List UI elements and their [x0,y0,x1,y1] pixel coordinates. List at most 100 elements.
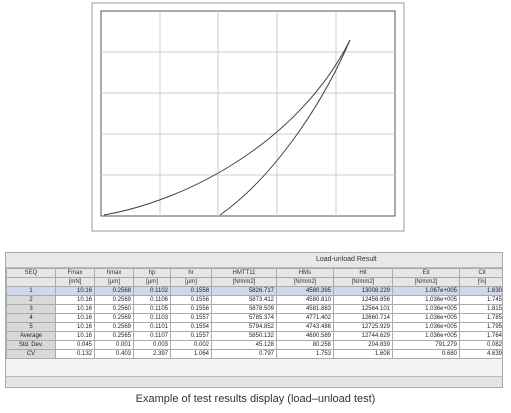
cell: 0.1557 [170,313,212,323]
cell: 4690.589 [276,331,334,341]
column-unit: [µm] [94,277,134,287]
grid [101,11,395,216]
row-label: 1 [6,286,56,296]
cell: 12456.856 [333,295,393,305]
caption: Example of test results display (load–un… [135,393,376,405]
cell: 0.1556 [170,295,212,305]
column-name: hr [170,268,212,278]
cell: 12660.714 [333,313,393,323]
column-unit: [N/mm2] [211,277,277,287]
cell: 791.279 [392,340,460,350]
cell: 4.639 [459,349,502,359]
data-row: 1 10.16 0.2568 0.1102 0.1558 5826.717 4580.395… [6,286,502,296]
cell: 1.064 [170,349,212,359]
column-name: SEQ [6,268,56,278]
cell: 1.745 [459,295,502,305]
cell: 12564.101 [333,304,393,314]
cell: 0.1105 [133,304,171,314]
unit-row: [mN] [µm] [µm] [µm] [N/mm2] [N/mm2] [N/mm2] [N/… [6,277,502,287]
cell: 4581.883 [276,304,334,314]
cell: 0.1101 [133,322,171,332]
column-unit: [%] [459,277,502,287]
cell: 80.258 [276,340,334,350]
cell: 0.001 [94,340,134,350]
cell: 4580.395 [276,286,334,296]
result-panel: Load-unload Result SEQ Fmax hmax hp hr HMTT11… [5,252,503,388]
column-name: hp [133,268,171,278]
cell: 1.608 [333,349,393,359]
cell: 12725.929 [333,322,393,332]
data-row: Std. Dev. 0.045 0.001 0.003 0.002 45.128 80.25… [6,340,502,350]
column-name: HMTT11 [211,268,277,278]
cell: 1.795 [459,322,502,332]
cell: 0.082 [459,340,502,350]
cell: 1.630 [459,286,502,296]
column-unit: [µm] [170,277,212,287]
cell: 1.036e+005 [392,322,460,332]
cell: 10.16 [55,304,95,314]
cell: 1.753 [276,349,334,359]
cell: 1.815 [459,304,502,314]
cell: 4580.810 [276,295,334,305]
cell: 1.036e+005 [392,313,460,323]
cell: 5785.374 [211,313,277,323]
cell: 4743.486 [276,322,334,332]
cell: 0.2569 [94,295,134,305]
row-label: Average [6,331,56,341]
row-label: Std. Dev. [6,340,56,350]
row-label: 3 [6,304,56,314]
unloading-curve [219,39,351,216]
column-name: hmax [94,268,134,278]
column-name: HMs [276,268,334,278]
cell: 5873.412 [211,295,277,305]
cell: 0.1556 [170,304,212,314]
cell: 0.2565 [94,331,134,341]
row-label: 2 [6,295,56,305]
row-label: 4 [6,313,56,323]
column-unit: [mN] [55,277,95,287]
cell: 5878.509 [211,304,277,314]
cell: 45.128 [211,340,277,350]
cell: 0.680 [392,349,460,359]
cell: 1.036e+005 [392,304,460,314]
cell: 10.16 [55,286,95,296]
data-row: 4 10.16 0.2569 0.1103 0.1557 5785.374 4771.402… [6,313,502,323]
cell: 13008.229 [333,286,393,296]
cell: 5826.717 [211,286,277,296]
plot-area [100,10,396,217]
row-label: 5 [6,322,56,332]
cell: 0.1557 [170,331,212,341]
cell: 0.1554 [170,322,212,332]
cell: 2.397 [133,349,171,359]
data-row: 3 10.16 0.2560 0.1105 0.1556 5878.509 4581.883… [6,304,502,314]
graph [91,2,405,232]
result-table: SEQFmaxhmaxhphrHMTT11HMsHitEitCitnit[mN]… [6,268,502,359]
table-title: Load-unload Result [6,253,502,268]
cell: 0.132 [55,349,95,359]
column-unit [6,277,56,287]
cell: 0.797 [211,349,277,359]
scrollbar[interactable] [6,376,502,387]
data-row: 2 10.16 0.2569 0.1106 0.1556 5873.412 4580.810… [6,295,502,305]
cell: 4771.402 [276,313,334,323]
loading-curve [103,39,351,216]
cell: 0.1106 [133,295,171,305]
cell: 0.2569 [94,313,134,323]
cell: 1.785 [459,313,502,323]
cell: 12744.629 [333,331,393,341]
header-row: SEQFmaxhmaxhphrHMTT11HMsHitEitCitnit [6,268,502,278]
cell: 0.2569 [94,322,134,332]
data-row: CV 0.132 0.403 2.397 1.064 0.797 1.753 1.608 0.6… [6,349,502,359]
column-unit: [N/mm2] [276,277,334,287]
cell: 1.036e+005 [392,331,460,341]
cell: 0.003 [133,340,171,350]
column-name: Fmax [55,268,95,278]
cell: 10.16 [55,295,95,305]
cell: 0.1103 [133,313,171,323]
cell: 0.2560 [94,304,134,314]
column-name: Cit [459,268,502,278]
cell: 0.1107 [133,331,171,341]
row-label: CV [6,349,56,359]
cell: 1.067e+005 [392,286,460,296]
